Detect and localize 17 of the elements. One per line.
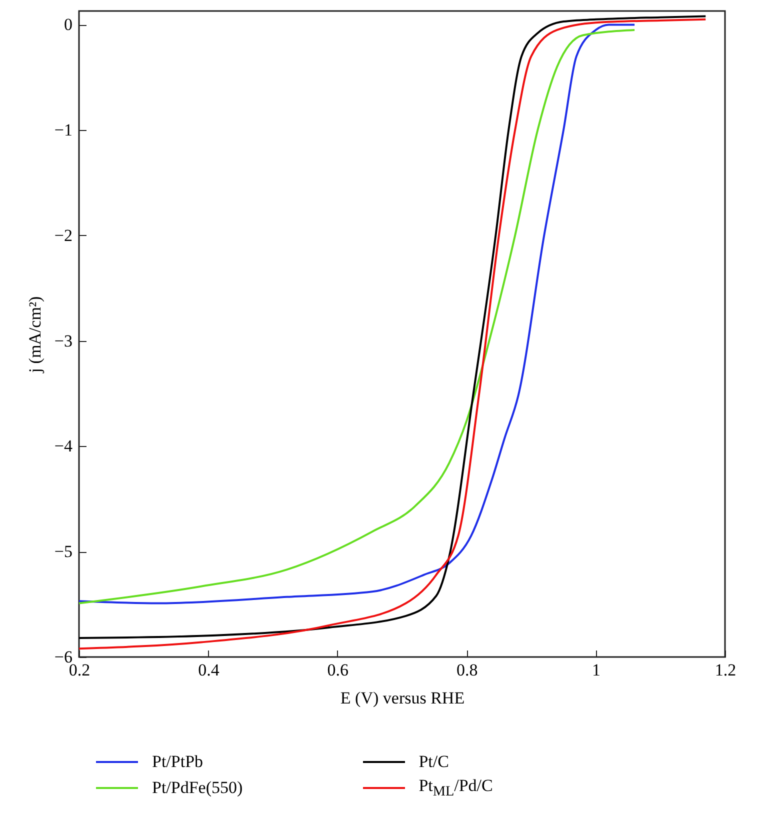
x-tick-label: 0.4	[198, 660, 220, 680]
y-tick-label: −4	[54, 436, 73, 456]
y-axis-title: j (mA/cm²)	[25, 296, 44, 374]
legend-label: Pt/PtPb	[152, 752, 204, 772]
legend-label: Pt$_{ML}$/Pd/C	[418, 776, 493, 800]
x-tick-label: 0.8	[456, 660, 478, 680]
legend-label: Pt/C	[418, 752, 449, 772]
x-axis-title: E (V) versus RHE	[340, 688, 465, 708]
y-tick-label: −3	[54, 331, 72, 350]
x-tick-label: 1	[592, 660, 601, 680]
x-tick-label: 1.2	[714, 660, 736, 680]
y-tick-label: 0	[64, 15, 72, 34]
y-tick-label: −2	[54, 226, 72, 245]
legend-label: Pt/PdFe(550)	[152, 778, 243, 798]
y-tick-label: −1	[54, 120, 72, 140]
y-tick-label: −5	[54, 542, 72, 562]
x-tick-label: 0.6	[327, 660, 349, 680]
